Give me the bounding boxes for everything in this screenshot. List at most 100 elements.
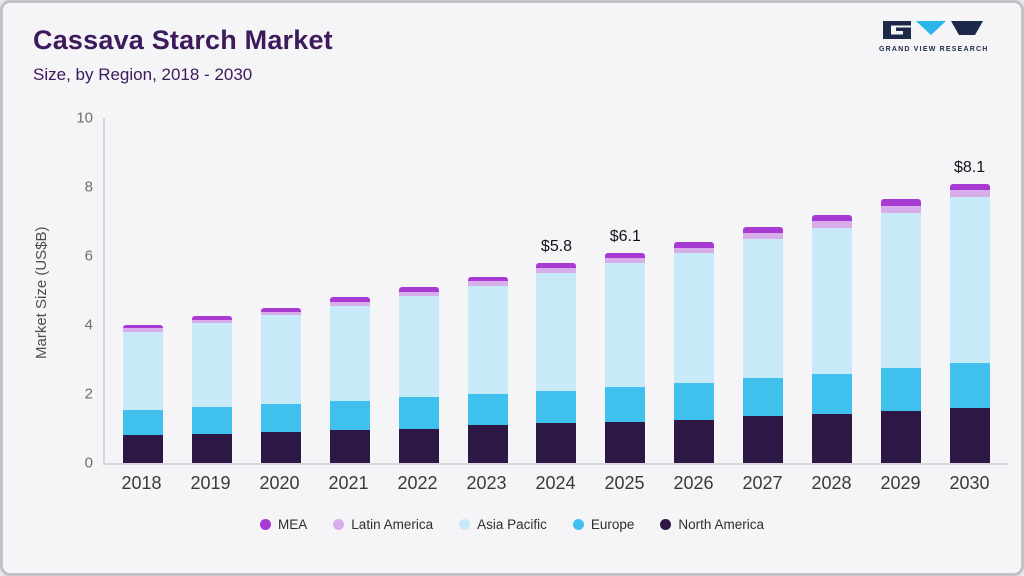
segment-latin-america bbox=[123, 328, 164, 332]
segment-mea bbox=[398, 287, 439, 292]
segment-north-america bbox=[536, 423, 577, 463]
bar-value-label: $6.1 bbox=[609, 227, 641, 245]
legend: MEA Latin America Asia Pacific Europe North … bbox=[3, 517, 1021, 532]
x-tick-label: 2020 bbox=[259, 473, 300, 493]
bar-stack-2026 bbox=[674, 242, 715, 463]
x-tick-label: 2018 bbox=[121, 473, 162, 493]
segment-europe bbox=[605, 387, 646, 422]
segment-mea bbox=[123, 325, 164, 329]
segment-mea bbox=[605, 252, 646, 258]
segment-latin-america bbox=[674, 247, 715, 254]
segment-europe bbox=[743, 377, 784, 417]
bar-2030: $8.1 bbox=[935, 118, 1004, 463]
plot-area: 0 2 4 6 8 10 $5.8 $6.1 $8.1 bbox=[76, 110, 1008, 472]
segment-north-america bbox=[192, 433, 233, 463]
x-tick-label: 2024 bbox=[535, 473, 576, 493]
bars: $5.8 $6.1 $8.1 bbox=[105, 118, 1008, 463]
x-tick-label: 2023 bbox=[466, 473, 507, 493]
segment-north-america bbox=[329, 430, 370, 463]
legend-label: MEA bbox=[278, 517, 308, 532]
segment-asia-pacific bbox=[536, 273, 577, 391]
bar-stack-2025: $6.1 bbox=[605, 228, 646, 463]
segment-asia-pacific bbox=[674, 253, 715, 383]
segment-latin-america bbox=[811, 221, 852, 228]
bar-value-label: $8.1 bbox=[953, 158, 986, 176]
x-tick-label: 2027 bbox=[742, 473, 783, 493]
segment-europe bbox=[329, 400, 370, 431]
segment-mea bbox=[811, 214, 852, 222]
segment-europe bbox=[674, 382, 715, 420]
segment-asia-pacific bbox=[261, 315, 302, 405]
header: Cassava Starch Market Size, by Region, 2… bbox=[33, 25, 333, 85]
bar-stack-2028 bbox=[811, 214, 852, 463]
bar-2027 bbox=[729, 118, 798, 463]
x-tick-label: 2022 bbox=[397, 473, 438, 493]
bar-2018 bbox=[109, 118, 178, 463]
x-tick-label: 2025 bbox=[604, 473, 645, 493]
segment-europe bbox=[811, 373, 852, 414]
y-tick-label: 6 bbox=[84, 247, 93, 265]
segment-mea bbox=[674, 242, 715, 248]
x-tick-label: 2028 bbox=[811, 473, 852, 493]
legend-label: Asia Pacific bbox=[477, 517, 547, 532]
segment-asia-pacific bbox=[949, 197, 990, 363]
bar-2023 bbox=[453, 118, 522, 463]
segment-asia-pacific bbox=[467, 285, 508, 394]
legend-label: Europe bbox=[590, 517, 635, 532]
x-tick-label: 2030 bbox=[949, 473, 990, 493]
segment-asia-pacific bbox=[123, 331, 164, 410]
segment-europe bbox=[261, 404, 302, 432]
legend-item-asia-pacific: Asia Pacific bbox=[459, 517, 547, 532]
segment-north-america bbox=[811, 413, 852, 463]
bar-stack-2022 bbox=[398, 287, 439, 463]
bar-2029 bbox=[866, 118, 935, 463]
segment-europe bbox=[123, 409, 164, 436]
legend-item-latin-america: Latin America bbox=[333, 517, 433, 532]
bar-stack-2027 bbox=[743, 226, 784, 463]
segment-europe bbox=[536, 390, 577, 424]
bar-stack-2019 bbox=[192, 316, 233, 463]
segment-mea bbox=[880, 199, 921, 206]
y-tick-label: 8 bbox=[84, 178, 93, 196]
segment-latin-america bbox=[467, 281, 508, 286]
legend-swatch bbox=[572, 519, 584, 530]
segment-latin-america bbox=[192, 319, 233, 324]
segment-europe bbox=[949, 362, 990, 408]
segment-latin-america bbox=[329, 301, 370, 306]
segment-north-america bbox=[674, 419, 715, 463]
segment-europe bbox=[467, 394, 508, 426]
y-tick-label: 10 bbox=[76, 109, 93, 127]
bar-value-label: $5.8 bbox=[540, 237, 573, 255]
legend-label: Latin America bbox=[351, 517, 434, 532]
legend-item-north-america: North America bbox=[660, 517, 764, 532]
segment-mea bbox=[536, 262, 577, 269]
segment-latin-america bbox=[398, 291, 439, 297]
legend-swatch bbox=[660, 519, 672, 530]
legend-item-mea: MEA bbox=[260, 517, 307, 532]
x-tick-label: 2019 bbox=[190, 473, 231, 493]
segment-asia-pacific bbox=[880, 212, 921, 369]
segment-europe bbox=[880, 368, 921, 412]
bar-2026 bbox=[660, 118, 729, 463]
bar-2019 bbox=[178, 118, 247, 463]
segment-asia-pacific bbox=[192, 323, 233, 407]
segment-north-america bbox=[949, 407, 990, 463]
segment-asia-pacific bbox=[329, 305, 370, 401]
y-tick-label: 0 bbox=[84, 454, 93, 472]
y-tick-label: 4 bbox=[84, 316, 93, 334]
y-axis-title: Market Size (US$B) bbox=[33, 226, 50, 360]
bar-stack-2021 bbox=[329, 297, 370, 463]
segment-asia-pacific bbox=[605, 262, 646, 388]
segment-mea bbox=[743, 226, 784, 233]
segment-latin-america bbox=[743, 232, 784, 240]
bar-stack-2029 bbox=[880, 199, 921, 463]
segment-asia-pacific bbox=[811, 227, 852, 374]
segment-europe bbox=[398, 397, 439, 429]
logo-text: GRAND VIEW RESEARCH bbox=[879, 46, 989, 53]
x-tick-label: 2029 bbox=[880, 473, 921, 493]
chart-subtitle: Size, by Region, 2018 - 2030 bbox=[33, 65, 253, 84]
segment-asia-pacific bbox=[398, 296, 439, 398]
segment-mea bbox=[467, 276, 508, 282]
grand-view-research-logo: GRAND VIEW RESEARCH bbox=[879, 21, 987, 53]
bar-2020 bbox=[247, 118, 316, 463]
